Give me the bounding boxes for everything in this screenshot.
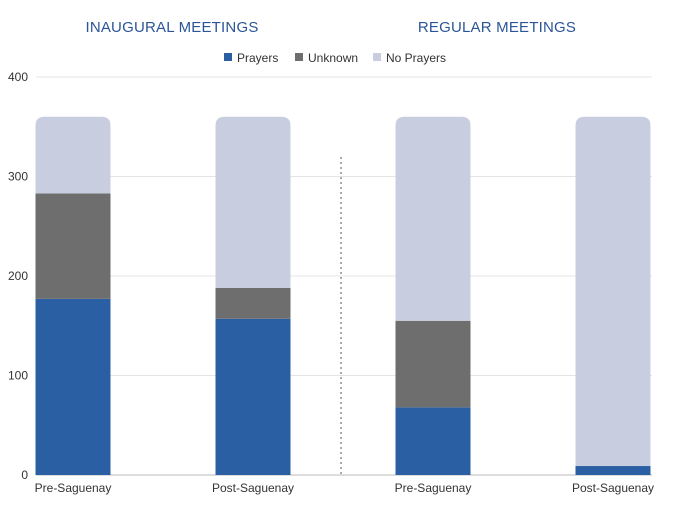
bar-no-prayers-4 xyxy=(575,116,651,467)
legend-label-prayers: Prayers xyxy=(237,51,278,65)
x-axis-labels: Pre-Saguenay Post-Saguenay Pre-Saguenay Pos… xyxy=(35,481,654,495)
bar-unknown-2 xyxy=(215,287,291,319)
bar-prayers-1 xyxy=(35,298,111,475)
bar-unknown-1 xyxy=(35,193,111,299)
gridlines xyxy=(36,76,652,476)
legend-swatch-prayers xyxy=(224,53,232,61)
bar-no-prayers-2 xyxy=(215,116,291,288)
legend-label-unknown: Unknown xyxy=(308,51,358,65)
bars xyxy=(35,116,651,475)
legend-swatch-no-prayers xyxy=(373,53,381,61)
bar-prayers-2 xyxy=(215,318,291,475)
x-category-label: Pre-Saguenay xyxy=(35,481,112,495)
bar-prayers-3 xyxy=(395,407,471,475)
x-category-label: Post-Saguenay xyxy=(572,481,654,495)
y-tick-label: 100 xyxy=(8,369,28,383)
bar-prayers-4 xyxy=(575,466,651,475)
y-tick-label: 400 xyxy=(8,70,28,84)
x-category-label: Post-Saguenay xyxy=(212,481,294,495)
panel-title-inaugural: INAUGURAL MEETINGS xyxy=(85,19,258,36)
y-tick-label: 0 xyxy=(21,468,28,482)
bar-no-prayers-1 xyxy=(35,116,111,194)
legend-swatch-unknown xyxy=(295,53,303,61)
bar-no-prayers-3 xyxy=(395,116,471,321)
legend-label-no-prayers: No Prayers xyxy=(386,51,446,65)
legend: Prayers Unknown No Prayers xyxy=(224,51,446,65)
y-tick-label: 300 xyxy=(8,170,28,184)
panel-title-regular: REGULAR MEETINGS xyxy=(418,19,576,36)
bar-unknown-3 xyxy=(395,320,471,408)
x-category-label: Pre-Saguenay xyxy=(395,481,472,495)
y-tick-label: 200 xyxy=(8,269,28,283)
y-axis: 0 100 200 300 400 xyxy=(8,70,28,482)
